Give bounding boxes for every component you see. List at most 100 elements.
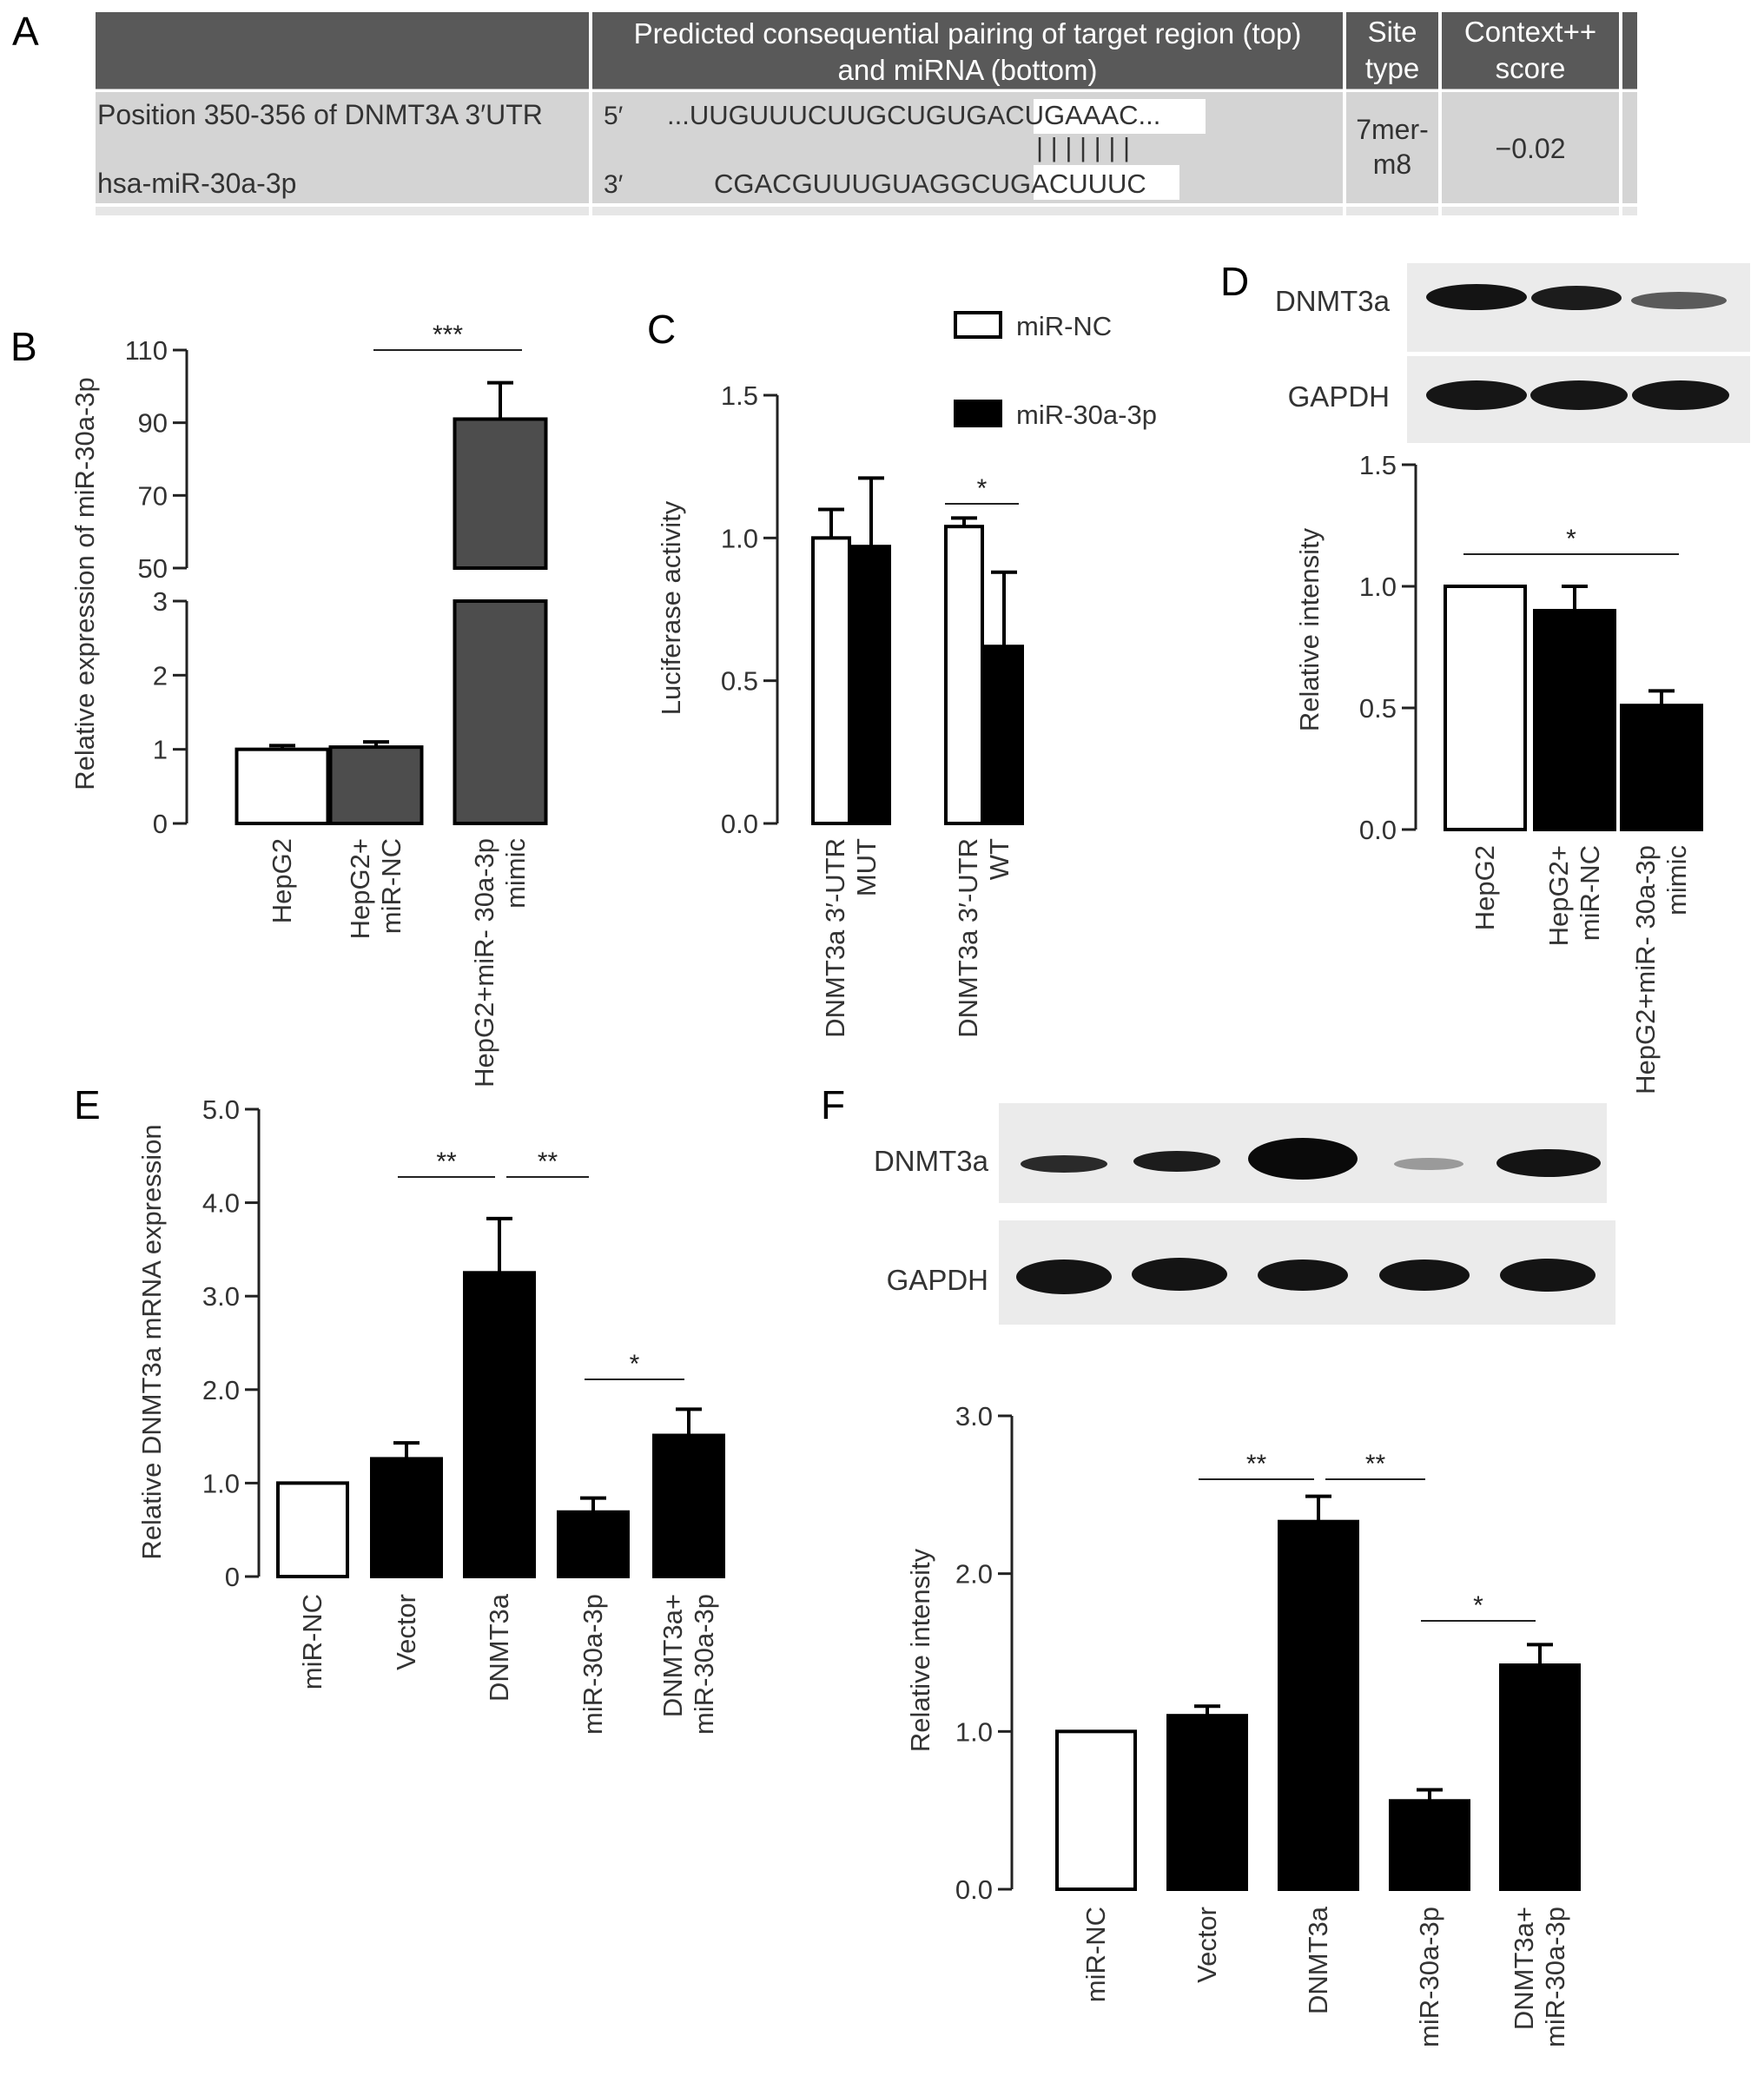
mirna-match-highlight — [1034, 165, 1179, 200]
chart-e-y-tick-label: 4.0 — [202, 1188, 240, 1219]
table-header-site-line2: type — [1365, 52, 1419, 84]
chart-f-y-tick-label: 2.0 — [955, 1559, 993, 1590]
chart-e-bar — [652, 1433, 725, 1579]
chart-f-category-label: Vector — [1192, 1907, 1222, 1983]
chart-f-bar — [1278, 1519, 1359, 1891]
chart-c-category-label: DNMT3a 3′-UTRMUT — [820, 838, 882, 1038]
chart-c-legend-swatch — [954, 400, 1002, 427]
blot-d-gapdh-band-1 — [1426, 380, 1527, 410]
pairing-bars: | | | | | | | — [1036, 132, 1130, 162]
chart-b-category-label: HepG2 — [267, 838, 297, 923]
target-match-highlight — [1034, 99, 1206, 134]
chart-d-category-label: HepG2 — [1470, 845, 1500, 930]
site-type-line1: 7mer- — [1356, 114, 1429, 145]
chart-b-y-tick-label: 70 — [138, 480, 168, 511]
chart-f-significance-label: ** — [1365, 1450, 1386, 1478]
chart-e: 0 1.0 2.0 3.0 4.0 5.0 Relative DNMT3a mRNA exp… — [136, 1094, 725, 1735]
chart-c-legend-label: miR-NC — [1016, 311, 1112, 341]
chart-b-bar — [328, 745, 424, 826]
chart-d-significance-label: * — [1566, 525, 1576, 553]
chart-e-y-tick-label: 0 — [225, 1562, 240, 1592]
chart-e-significance-label: ** — [538, 1147, 558, 1176]
blot-d-dnmt3a-band-1 — [1426, 284, 1527, 310]
chart-c-y-tick-label: 0.5 — [721, 666, 758, 697]
chart-e-category-label: miR-NC — [297, 1594, 327, 1689]
chart-d-category-label: HepG2+miR-NC — [1543, 845, 1605, 946]
chart-e-y-label: Relative DNMT3a mRNA expression — [136, 1124, 167, 1559]
chart-f: 0.0 1.0 2.0 3.0 Relative intensity miR-NC Vect… — [905, 1401, 1581, 2047]
chart-b-y-tick-label: 50 — [138, 553, 168, 584]
chart-f-significance-label: ** — [1246, 1450, 1267, 1478]
chart-f-y-tick-label: 3.0 — [955, 1401, 993, 1431]
chart-c-bar — [811, 536, 851, 825]
chart-b-significance-label: *** — [433, 321, 463, 349]
chart-d-bar — [1620, 704, 1703, 832]
table-header-pairing-line2: and miRNA (bottom) — [838, 54, 1098, 86]
blot-f-gapdh-band-3 — [1258, 1259, 1348, 1291]
blot-d-gapdh-band-2 — [1530, 380, 1628, 410]
chart-e-category-label: miR-30a-3p — [578, 1594, 608, 1735]
chart-f-bar — [1166, 1714, 1248, 1891]
chart-c: 0.0 0.5 1.0 1.5 Luciferase activity DNMT3a 3′… — [656, 311, 1157, 1038]
chart-e-category-label: DNMT3a — [484, 1593, 514, 1702]
chart-b-bar — [453, 417, 548, 570]
chart-f-bar — [1055, 1729, 1137, 1892]
panel-label-c: C — [647, 307, 676, 352]
table-header-row — [96, 12, 1637, 90]
chart-e-y-tick-label: 1.0 — [202, 1468, 240, 1498]
panel-label-b: B — [10, 324, 37, 369]
chart-b-y-label: Relative expression of miR-30a-3p — [69, 377, 100, 790]
chart-f-y-tick-label: 0.0 — [955, 1874, 993, 1905]
panel-label-e: E — [74, 1082, 101, 1127]
chart-c-y-tick-label: 1.5 — [721, 380, 758, 411]
chart-f-significance-label: * — [1473, 1591, 1483, 1620]
chart-e-bar — [557, 1510, 630, 1578]
table-data-row — [96, 92, 1637, 203]
blot-f-gapdh-band-2 — [1132, 1258, 1227, 1291]
chart-c-bar — [984, 645, 1024, 826]
chart-b-y-tick-label: 0 — [153, 809, 168, 839]
blot-f-gapdh-band-1 — [1016, 1259, 1112, 1294]
target-table: Predicted consequential pairing of targe… — [96, 12, 1637, 215]
chart-b-bar — [235, 747, 330, 826]
chart-b-y-tick-label: 90 — [138, 408, 168, 439]
chart-f-y-tick-label: 1.0 — [955, 1716, 993, 1747]
site-type-line2: m8 — [1373, 149, 1411, 180]
blot-f-dnmt3a-band-5 — [1496, 1149, 1601, 1177]
chart-d-y-tick-label: 1.0 — [1359, 572, 1397, 602]
chart-c-legend-swatch — [954, 311, 1002, 339]
chart-b-y-tick-label: 3 — [153, 586, 168, 617]
chart-e-category-label: DNMT3a+miR-30a-3p — [657, 1594, 719, 1735]
chart-f-category-label: miR-30a-3p — [1414, 1907, 1444, 2047]
chart-e-bar — [370, 1457, 443, 1578]
panel-label-f: F — [821, 1082, 845, 1127]
five-prime-label: 5′ — [604, 102, 624, 130]
panel-label-a: A — [12, 9, 39, 54]
blot-f-dnmt3a-band-2 — [1133, 1151, 1220, 1172]
blot-d-label-dnmt3a: DNMT3a — [1275, 285, 1391, 317]
chart-d-y-tick-label: 0.5 — [1359, 693, 1397, 724]
chart-b-y-tick-label: 110 — [125, 335, 168, 366]
blot-f-dnmt3a-band-3 — [1248, 1138, 1358, 1180]
table-header-pairing-line1: Predicted consequential pairing of targe… — [634, 17, 1302, 50]
blot-f-dnmt3a-band-4 — [1394, 1158, 1463, 1170]
blot-f-gapdh-band-4 — [1379, 1259, 1470, 1291]
chart-e-significance-label: ** — [436, 1147, 457, 1176]
chart-d-bar — [1533, 609, 1616, 831]
three-prime-label: 3′ — [604, 170, 624, 199]
target-sequence: ...UUGUUUCUUGCUGUGACUGAAAC... — [667, 100, 1160, 130]
chart-c-bar — [851, 545, 891, 826]
chart-b: 0 1 2 350 70 90 110 Relative expression of miR-… — [69, 321, 548, 1088]
chart-b-y-tick-label: 1 — [153, 735, 168, 765]
blot-d-label-gapdh: GAPDH — [1288, 380, 1390, 413]
chart-e-y-tick-label: 5.0 — [202, 1094, 240, 1125]
mirna-name-label: hsa-miR-30a-3p — [97, 168, 296, 199]
chart-d-bar — [1444, 585, 1527, 831]
chart-c-y-tick-label: 1.0 — [721, 523, 758, 553]
chart-f-category-label: DNMT3a+miR-30a-3p — [1509, 1907, 1570, 2047]
blot-f-dnmt3a-band-1 — [1021, 1155, 1107, 1173]
chart-c-y-tick-label: 0.0 — [721, 809, 758, 839]
chart-d: 0.0 0.5 1.0 1.5 Relative intensity HepG2 HepG2… — [1294, 450, 1703, 1094]
blot-f-label-gapdh: GAPDH — [887, 1264, 988, 1296]
